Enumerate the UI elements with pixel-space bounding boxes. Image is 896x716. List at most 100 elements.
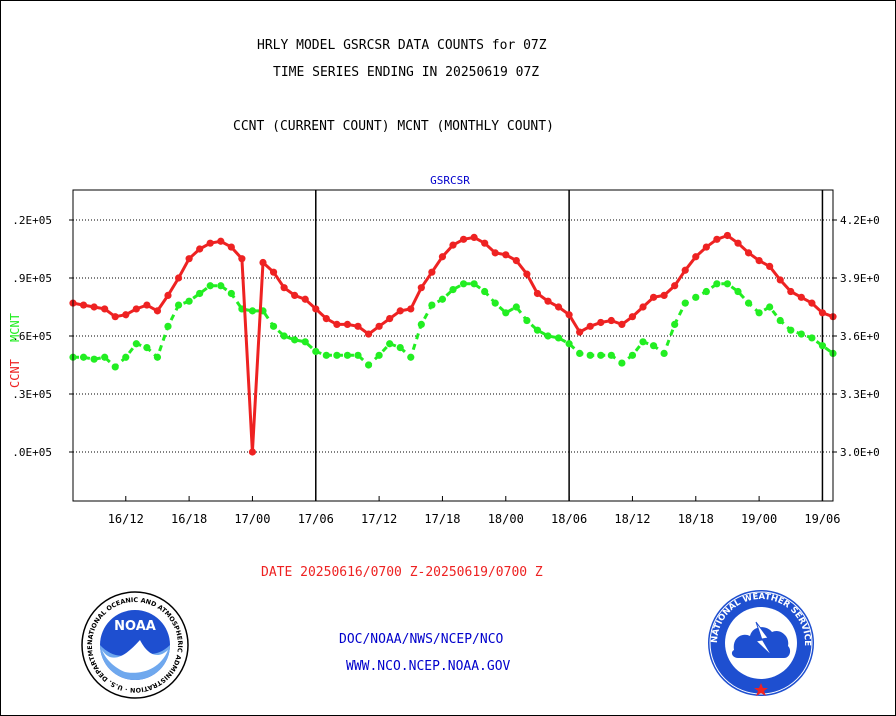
mcnt-data-point [364,361,373,369]
noaa-logo: NATIONAL OCEANIC AND ATMOSPHERIC ADMINIS… [80,590,189,699]
mcnt-data-point [808,334,816,342]
mcnt-data-point [713,280,721,288]
mcnt-data-point [744,299,753,307]
ccnt-data-point [132,305,140,313]
x-tick-label: 19/00 [741,512,777,526]
right-tick-label: 4.2E+0 [840,214,880,227]
ccnt-data-point [153,307,162,315]
ccnt-data-point [269,268,278,276]
ccnt-data-point [491,249,499,257]
ccnt-data-point [259,258,267,267]
ccnt-data-point [681,266,689,274]
mcnt-data-point [681,299,689,307]
mcnt-data-point [322,351,330,359]
mcnt-data-point [512,303,520,311]
mcnt-data-point [449,286,457,294]
mcnt-data-point [628,351,637,359]
ccnt-data-point [217,237,225,245]
ccnt-data-point [523,270,531,278]
mcnt-data-point [723,280,732,288]
mcnt-data-point [692,293,700,301]
ccnt-data-point [449,241,457,249]
ccnt-data-point [206,239,214,247]
mcnt-data-point [470,280,478,288]
mcnt-data-point [269,322,278,330]
ccnt-data-point [502,251,510,259]
ccnt-data-point [375,322,383,330]
ccnt-data-point [787,287,795,296]
ccnt-data-point [122,311,130,319]
ccnt-data-point [459,235,468,243]
ccnt-data-point [196,245,204,253]
ccnt-data-point [438,253,447,261]
mcnt-data-point [301,338,309,346]
ccnt-data-point [797,293,805,301]
ccnt-data-point [692,253,700,261]
right-tick-label: 3.0E+0 [840,446,880,459]
ccnt-data-point [628,313,637,321]
right-tick-label: 3.6E+0 [840,330,880,343]
ccnt-data-point [280,284,288,292]
ccnt-data-point [111,313,119,321]
ccnt-series-line [72,233,834,453]
mcnt-data-point [174,301,183,309]
ccnt-data-point [101,305,109,313]
org-label: DOC/NOAA/NWS/NCEP/NCO [339,632,504,647]
mcnt-data-point [79,353,88,361]
mcnt-data-point [185,297,193,305]
mcnt-data-point [481,287,489,296]
ccnt-data-point [649,293,658,301]
ccnt-data-point [312,305,320,313]
mcnt-data-point [101,353,109,361]
ccnt-axis-label: CCNT [8,359,22,388]
ccnt-data-point [143,301,151,309]
mcnt-data-point [132,340,140,348]
mcnt-data-point [206,282,214,290]
x-tick-label: 16/18 [171,512,207,526]
ccnt-data-point [417,284,425,292]
ccnt-data-point [90,303,98,311]
x-tick-label: 18/18 [678,512,714,526]
ccnt-data-point [301,295,309,303]
ccnt-data-point [333,320,341,328]
mcnt-data-point [164,322,172,330]
title-line-2: TIME SERIES ENDING IN 20250619 07Z [273,65,540,80]
ccnt-data-point [354,322,362,330]
mcnt-axis-label: MCNT [8,313,22,342]
svg-text:NOAA: NOAA [114,619,156,634]
mcnt-data-point [90,355,98,363]
mcnt-data-point [502,309,510,317]
mcnt-data-point [438,295,447,303]
left-tick-label: .9E+05 [12,272,52,285]
plot-frame [72,189,834,502]
ccnt-data-point [597,318,605,327]
website-label: WWW.NCO.NCEP.NOAA.GOV [346,659,511,674]
mcnt-data-point [248,307,257,315]
mcnt-data-point [153,353,162,361]
left-tick-label: .2E+05 [12,214,52,227]
ccnt-data-point [322,315,330,323]
mcnt-data-point [649,342,658,350]
mcnt-data-point [618,359,626,367]
ccnt-data-point [734,239,742,247]
ccnt-data-point [618,320,626,328]
ccnt-data-point [248,448,257,456]
ccnt-data-point [227,243,235,251]
mcnt-data-point [639,338,647,346]
ccnt-data-point [512,257,520,265]
x-tick-label: 18/00 [488,512,524,526]
left-tick-label: .6E+05 [12,330,52,343]
ccnt-data-point [723,231,732,240]
x-tick-label: 19/06 [804,512,840,526]
left-tick-label: .3E+05 [12,388,52,401]
ccnt-data-point [343,320,352,328]
mcnt-data-point [354,351,362,359]
x-tick-label: 17/06 [298,512,334,526]
mcnt-data-point [523,316,531,325]
nws-logo: NATIONAL WEATHER SERVICE [708,590,814,696]
ccnt-data-point [470,233,478,241]
ccnt-data-point [808,299,816,307]
mcnt-data-point [597,351,605,359]
mcnt-data-point [417,320,425,328]
